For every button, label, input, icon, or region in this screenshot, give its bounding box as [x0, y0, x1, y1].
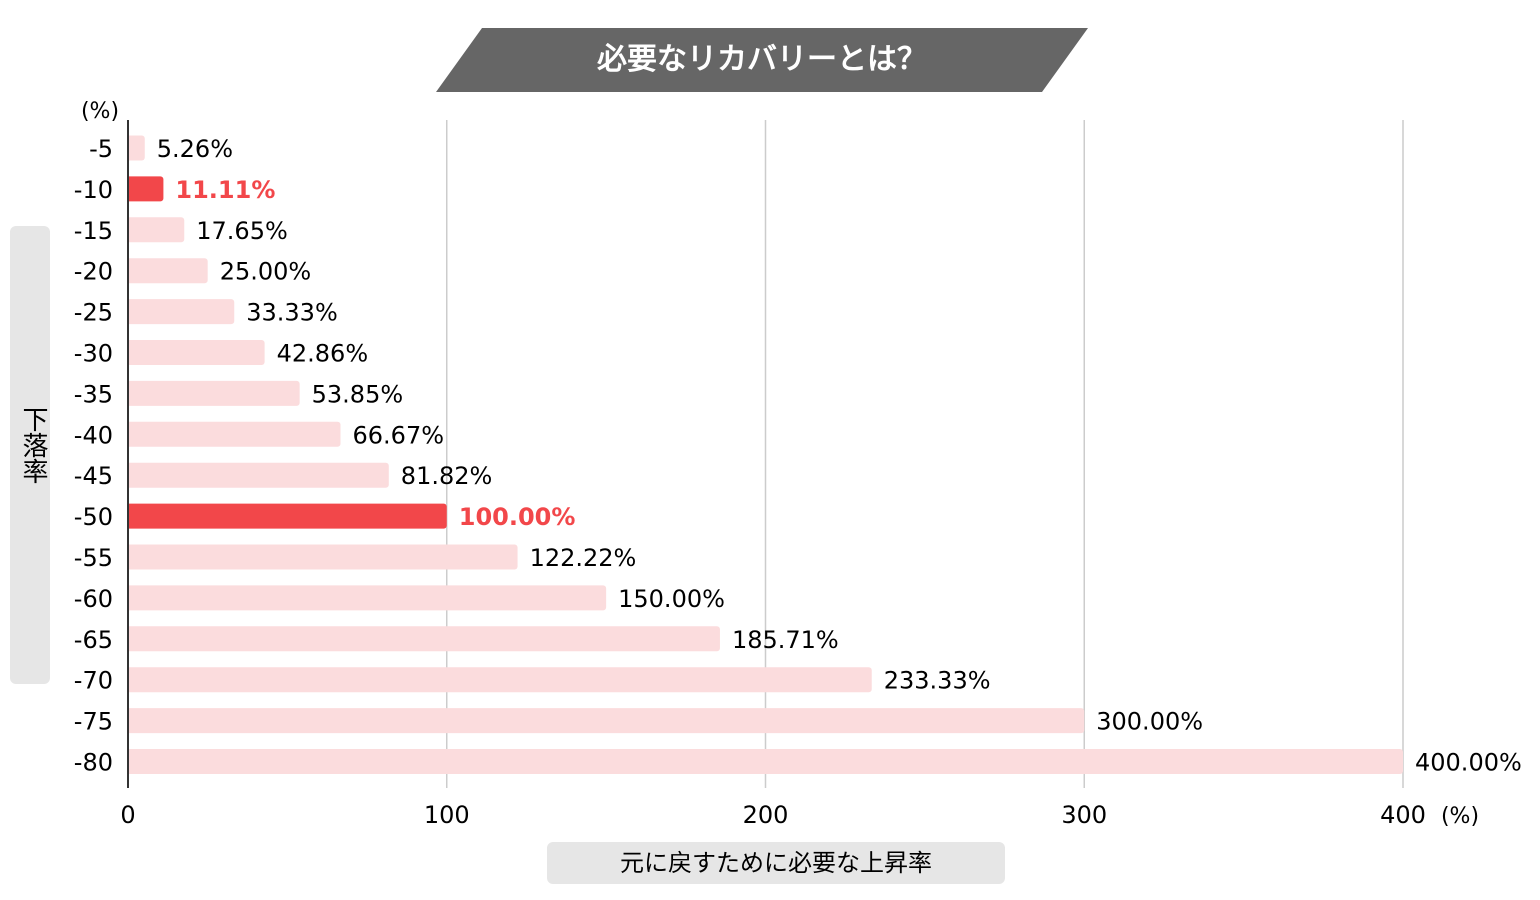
- data-label: 185.71%: [732, 626, 839, 654]
- y-tick-label: -40: [74, 421, 113, 449]
- x-tick-label: 400: [1380, 801, 1426, 829]
- bar: [128, 340, 265, 365]
- data-label: 400.00%: [1415, 749, 1522, 777]
- y-tick-label: -30: [74, 340, 113, 368]
- chart-title-banner: 必要なリカバリーとは？: [436, 28, 1088, 92]
- bar: [127, 217, 185, 243]
- x-unit-label: (%): [1441, 804, 1479, 829]
- y-tick-label: -10: [74, 176, 113, 204]
- y-tick-label: -70: [74, 667, 113, 695]
- bar: [128, 421, 341, 447]
- y-axis-label-box: 下落率: [10, 226, 50, 684]
- data-label: 300.00%: [1096, 708, 1203, 736]
- y-axis-label: 下落率: [18, 406, 48, 484]
- chart-title: 必要なリカバリーとは？: [597, 42, 927, 77]
- bar: [128, 258, 208, 284]
- title-background: [436, 28, 1088, 92]
- bar: [128, 667, 872, 693]
- data-label: 5.26%: [157, 135, 233, 163]
- bar: [128, 626, 720, 652]
- x-tick-label: 300: [1061, 801, 1107, 829]
- y-tick-label: -15: [74, 217, 113, 245]
- data-label: 25.00%: [220, 258, 312, 286]
- bar: [127, 176, 164, 202]
- data-label: 233.33%: [884, 667, 991, 695]
- y-tick-label: -45: [74, 462, 113, 490]
- data-label: 11.11%: [175, 176, 275, 204]
- y-tick-label: -5: [89, 135, 113, 163]
- x-axis-label: 元に戻すために必要な上昇率: [547, 842, 1005, 884]
- data-label: 66.67%: [353, 421, 445, 449]
- bar: [128, 299, 235, 325]
- x-tick-label: 100: [424, 801, 470, 829]
- y-tick-label: -75: [74, 708, 113, 736]
- bar: [128, 135, 145, 161]
- data-label: 42.86%: [277, 340, 369, 368]
- y-tick-label: -65: [74, 626, 113, 654]
- bar: [128, 708, 1085, 734]
- y-unit-label: (%): [81, 99, 119, 124]
- bar: [128, 503, 447, 529]
- bar: [128, 462, 389, 488]
- data-label: 53.85%: [312, 380, 404, 408]
- bar: [128, 749, 1403, 774]
- y-tick-label: -55: [74, 544, 113, 572]
- x-tick-label: 0: [120, 801, 135, 829]
- bar: [128, 380, 300, 406]
- y-tick-label: -25: [74, 299, 113, 327]
- data-label: 81.82%: [401, 462, 493, 490]
- data-label: 122.22%: [530, 544, 637, 572]
- x-tick-label: 200: [743, 801, 789, 829]
- data-label: 33.33%: [246, 299, 338, 327]
- y-tick-label: -80: [74, 749, 113, 777]
- y-tick-label: -35: [74, 380, 113, 408]
- y-tick-label: -20: [74, 258, 113, 286]
- bar: [128, 585, 607, 611]
- data-label: 17.65%: [196, 217, 288, 245]
- data-label: 150.00%: [618, 585, 725, 613]
- y-tick-label: -60: [74, 585, 113, 613]
- data-label: 100.00%: [459, 503, 576, 531]
- bar: [128, 544, 518, 570]
- y-tick-label: -50: [74, 503, 113, 531]
